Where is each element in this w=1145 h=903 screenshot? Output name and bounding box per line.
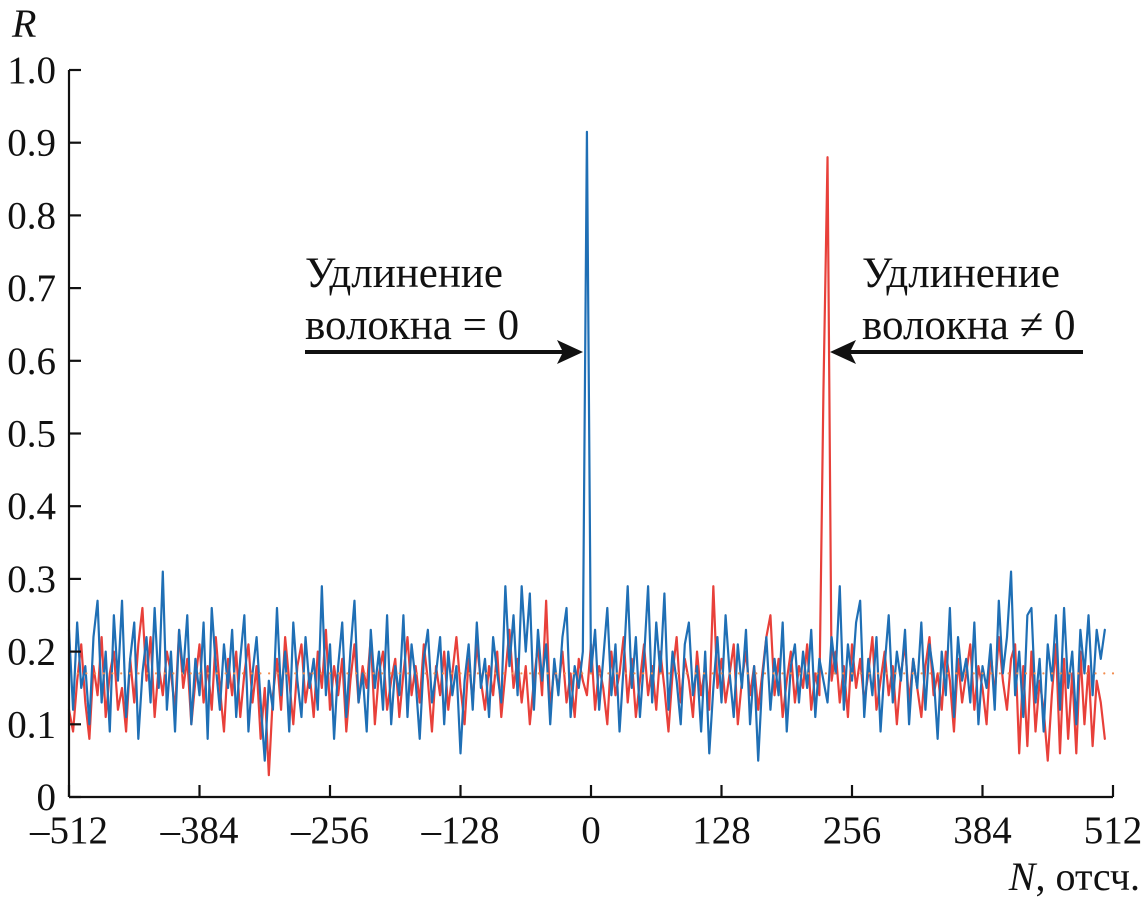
y-tick-label: 0.3 — [7, 558, 56, 601]
annotation-line: волокна ≠ 0 — [862, 302, 1076, 349]
y-tick-label: 0.2 — [7, 631, 56, 674]
y-tick-label: 0.7 — [7, 267, 56, 310]
y-tick-label: 0 — [37, 776, 57, 819]
annotation-line: волокна = 0 — [305, 302, 519, 349]
series-line-2 — [67, 130, 1106, 762]
arrowhead-left-icon — [830, 340, 856, 364]
y-tick-label: 0.1 — [7, 703, 56, 746]
x-tick-label: –256 — [290, 809, 369, 852]
x-axis-title: N, отсч. — [1008, 854, 1140, 899]
series-line-1 — [67, 156, 1106, 777]
annotation-line: Удлинение — [305, 250, 503, 297]
y-tick-label: 0.5 — [7, 413, 56, 456]
x-tick-label: –384 — [160, 809, 239, 852]
annotation-elongation-nonzero: Удлинение волокна ≠ 0 — [830, 250, 1083, 364]
annotation-elongation-zero: Удлинение волокна = 0 — [305, 250, 583, 364]
x-tick-label: 0 — [581, 809, 601, 852]
y-tick-label: 0.8 — [7, 194, 56, 237]
x-tick-label: 512 — [1084, 809, 1143, 852]
y-tick-label: 0.6 — [7, 340, 56, 383]
annotation-line: Удлинение — [862, 250, 1060, 297]
y-tick-label: 1.0 — [7, 49, 56, 92]
x-axis-symbol: N — [1008, 854, 1038, 899]
ticks-layer: –512 –384 –256 –128 0 128 256 384 512 0 0.1 0.2 0.3 0… — [7, 49, 1142, 852]
y-axis-title: R — [11, 1, 36, 46]
x-tick-label: –512 — [29, 809, 108, 852]
x-tick-label: 384 — [953, 809, 1012, 852]
y-tick-label: 0.4 — [7, 485, 56, 528]
series-layer — [67, 130, 1115, 777]
x-tick-label: –128 — [421, 809, 500, 852]
y-tick-label: 0.9 — [7, 122, 56, 165]
x-tick-label: 128 — [692, 809, 751, 852]
x-axis-unit: , отсч. — [1035, 854, 1140, 899]
arrowhead-right-icon — [557, 340, 583, 364]
x-tick-label: 256 — [823, 809, 882, 852]
